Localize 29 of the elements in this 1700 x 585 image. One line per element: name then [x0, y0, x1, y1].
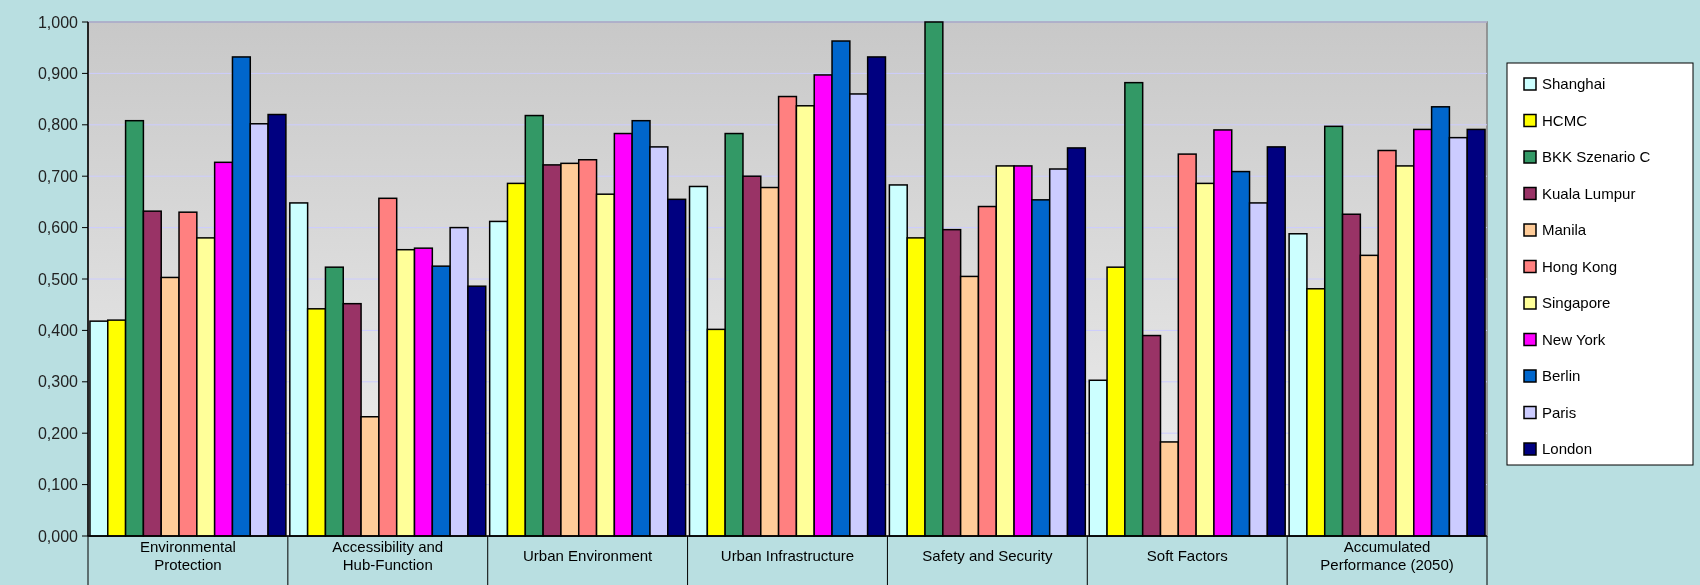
legend-label: Kuala Lumpur	[1542, 184, 1636, 202]
legend-label: Singapore	[1542, 294, 1611, 312]
y-tick-label: 0,400	[37, 322, 79, 339]
y-tick-label: 1,000	[37, 13, 79, 31]
legend-label: Hong Kong	[1542, 257, 1618, 275]
x-tick-label: Urban Infrastructure	[720, 547, 855, 564]
legend-label: Shanghai	[1542, 75, 1606, 93]
legend-label: Paris	[1542, 403, 1577, 421]
x-tick-label: Urban Environment	[523, 547, 654, 564]
legend-label: New York	[1542, 330, 1606, 348]
x-tick-label: Safety and Security	[922, 547, 1053, 564]
legend-label: HCMC	[1542, 111, 1588, 129]
y-tick-label: 0,800	[37, 116, 79, 134]
y-tick-label: 0,200	[37, 424, 79, 442]
y-tick-label: 0,900	[37, 65, 79, 82]
x-tick-label: Accessibility and Hub-Function	[332, 538, 444, 573]
legend-label: London	[1542, 440, 1593, 458]
y-tick-label: 0,000	[37, 527, 79, 545]
x-tick-label: Environmental Protection	[139, 538, 236, 573]
y-tick-label: 0,600	[37, 219, 79, 237]
legend-label: Manila	[1542, 221, 1587, 239]
x-tick-label: Soft Factors	[1146, 547, 1228, 564]
y-tick-label: 0,300	[37, 373, 79, 391]
y-tick-label: 0,700	[37, 167, 79, 185]
legend-label: Berlin	[1542, 367, 1581, 385]
legend-label: BKK Szenario C	[1542, 148, 1651, 166]
x-tick-label: Accumulated Performance (2050)	[1320, 538, 1454, 573]
y-tick-label: 0,500	[37, 270, 79, 288]
y-tick-label: 0,100	[37, 476, 79, 494]
